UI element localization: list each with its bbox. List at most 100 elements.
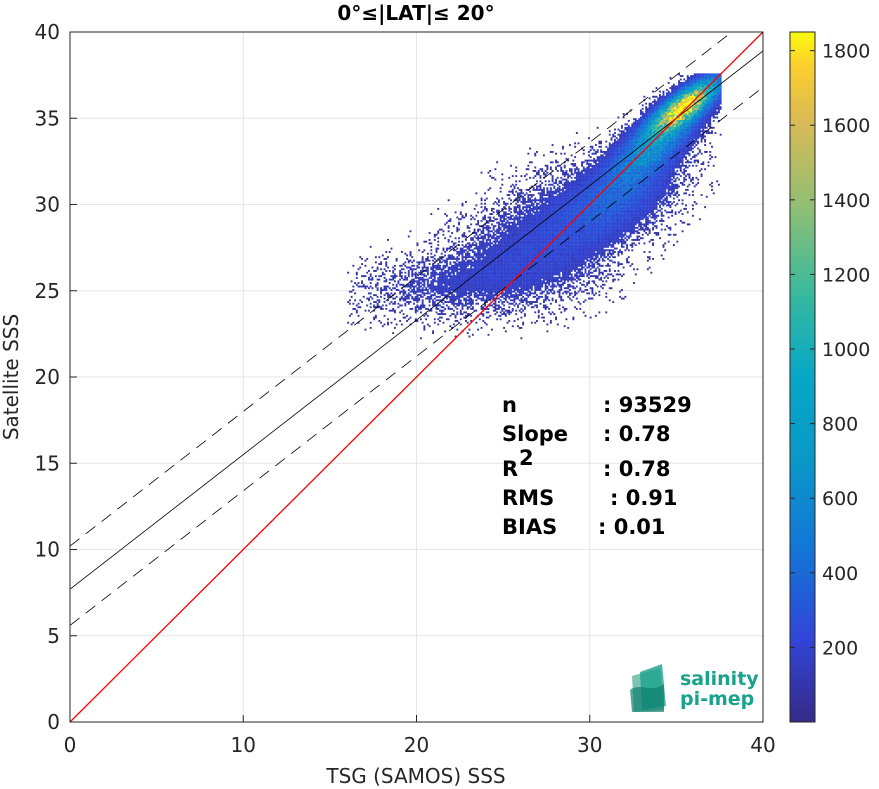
density-cell bbox=[499, 216, 502, 219]
density-cell bbox=[503, 214, 506, 217]
density-cell bbox=[529, 161, 532, 164]
density-cell bbox=[562, 251, 564, 253]
density-cell bbox=[478, 268, 481, 271]
density-cell bbox=[503, 297, 506, 300]
density-cell bbox=[577, 232, 580, 234]
density-cell bbox=[570, 197, 573, 200]
density-cell bbox=[518, 240, 521, 243]
density-cell bbox=[544, 218, 547, 221]
density-cell bbox=[565, 240, 568, 243]
density-cell bbox=[388, 294, 391, 297]
density-cell bbox=[518, 242, 521, 245]
density-cell bbox=[565, 194, 568, 197]
density-cell bbox=[367, 287, 370, 290]
density-cell bbox=[416, 261, 419, 264]
density-cell bbox=[421, 292, 424, 295]
density-cell bbox=[506, 202, 509, 205]
density-cell bbox=[548, 238, 551, 241]
density-cell bbox=[525, 238, 528, 241]
density-cell bbox=[537, 245, 540, 248]
density-cell bbox=[572, 211, 575, 214]
density-cell bbox=[527, 233, 530, 236]
density-cell bbox=[537, 309, 540, 312]
density-cell bbox=[530, 276, 533, 279]
density-cell bbox=[536, 275, 538, 278]
density-cell bbox=[494, 218, 497, 221]
density-cell bbox=[482, 225, 485, 228]
density-cell bbox=[444, 275, 447, 278]
density-cell bbox=[516, 199, 519, 202]
density-cell bbox=[515, 228, 518, 231]
density-cell bbox=[556, 187, 559, 190]
density-cell bbox=[480, 306, 483, 309]
density-cell bbox=[527, 290, 530, 293]
density-cell bbox=[454, 335, 457, 338]
density-cell bbox=[574, 176, 577, 179]
density-cell bbox=[570, 204, 573, 207]
density-cell bbox=[461, 249, 464, 252]
density-cell bbox=[506, 289, 509, 291]
density-cell bbox=[381, 307, 384, 310]
density-cell bbox=[463, 273, 466, 276]
density-cell bbox=[468, 263, 471, 266]
density-cell bbox=[551, 202, 554, 205]
density-cell bbox=[574, 183, 577, 186]
density-cell bbox=[465, 261, 467, 264]
density-cell bbox=[530, 221, 533, 224]
density-cell bbox=[494, 289, 497, 291]
density-cell bbox=[508, 190, 511, 193]
density-cell bbox=[518, 280, 521, 283]
density-cell bbox=[513, 247, 516, 250]
density-cell bbox=[556, 278, 559, 281]
density-cell bbox=[565, 244, 568, 247]
density-cell bbox=[532, 268, 535, 271]
density-cell bbox=[480, 230, 483, 233]
density-cell bbox=[522, 206, 525, 209]
density-cell bbox=[466, 261, 469, 264]
density-cell bbox=[444, 271, 447, 274]
density-cell bbox=[532, 202, 535, 205]
density-cell bbox=[563, 201, 566, 203]
density-cell bbox=[523, 271, 526, 274]
density-cell bbox=[459, 249, 462, 252]
density-cell bbox=[480, 171, 483, 174]
density-cell bbox=[542, 187, 545, 190]
density-cell bbox=[484, 287, 486, 290]
density-cell bbox=[548, 266, 551, 269]
density-cell bbox=[534, 244, 537, 247]
density-cell bbox=[491, 294, 493, 297]
density-cell bbox=[574, 225, 577, 228]
density-cell bbox=[496, 311, 499, 314]
density-cell bbox=[392, 309, 395, 312]
density-cell bbox=[454, 299, 457, 302]
density-cell bbox=[513, 207, 516, 210]
density-cell bbox=[532, 257, 535, 260]
density-cell bbox=[530, 289, 533, 291]
density-cell bbox=[536, 304, 538, 307]
density-cell bbox=[553, 185, 556, 188]
density-cell bbox=[459, 302, 462, 305]
density-cell bbox=[558, 194, 561, 197]
density-cell bbox=[413, 282, 415, 284]
density-cell bbox=[574, 207, 577, 210]
density-cell bbox=[426, 283, 429, 286]
density-cell bbox=[527, 289, 530, 291]
density-cell bbox=[428, 263, 431, 266]
density-cell bbox=[534, 152, 537, 155]
density-cell bbox=[354, 292, 357, 295]
density-cell bbox=[473, 289, 476, 291]
density-cell bbox=[480, 261, 483, 264]
density-cell bbox=[445, 283, 448, 286]
density-cell bbox=[534, 221, 537, 224]
density-cell bbox=[579, 233, 582, 236]
density-cell bbox=[456, 292, 459, 295]
density-cell bbox=[508, 297, 511, 300]
density-cell bbox=[361, 280, 363, 283]
density-cell bbox=[529, 237, 532, 240]
density-cell bbox=[541, 292, 544, 295]
density-cell bbox=[515, 240, 518, 243]
density-cell bbox=[574, 249, 577, 252]
density-cell bbox=[529, 201, 532, 203]
density-cell bbox=[418, 297, 421, 300]
density-cell bbox=[367, 297, 370, 300]
